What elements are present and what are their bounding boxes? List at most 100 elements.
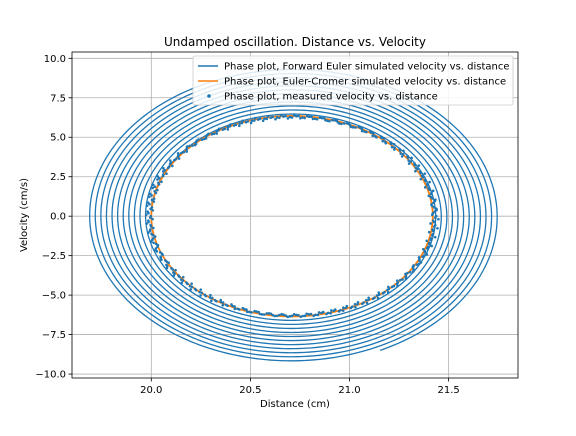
data-layer xyxy=(89,68,498,362)
measured-data-point xyxy=(200,291,204,295)
measured-data-point xyxy=(423,251,427,254)
measured-data-point xyxy=(167,261,170,265)
measured-data-point xyxy=(386,288,389,292)
measured-data-point xyxy=(367,296,370,300)
measured-data-point xyxy=(432,201,435,205)
measured-data-point xyxy=(324,118,327,122)
measured-data-point xyxy=(290,314,294,318)
measured-data-point xyxy=(288,315,292,318)
measured-data-point xyxy=(431,189,435,193)
measured-data-point xyxy=(284,114,287,118)
measured-data-point xyxy=(328,119,331,123)
measured-data-point xyxy=(381,139,385,143)
measured-data-point xyxy=(165,172,168,176)
measured-data-point xyxy=(437,217,440,221)
x-tick-label: 21.0 xyxy=(338,385,360,396)
measured-data-point xyxy=(185,281,188,284)
measured-data-point xyxy=(361,302,364,306)
y-tick-label: −10.0 xyxy=(35,370,66,381)
measured-data-point xyxy=(398,149,402,152)
measured-data-point xyxy=(351,126,355,129)
measured-data-point xyxy=(423,186,427,189)
y-tick-label: 2.5 xyxy=(50,172,66,183)
measured-data-point xyxy=(392,143,396,146)
measured-data-point xyxy=(435,208,438,212)
measured-data-point xyxy=(229,123,232,126)
measured-data-point xyxy=(282,115,285,118)
measured-data-point xyxy=(419,171,423,175)
measured-data-point xyxy=(266,114,270,118)
measured-data-point xyxy=(262,313,266,316)
measured-data-point xyxy=(307,313,311,316)
measured-data-point xyxy=(179,278,183,281)
measured-data-point xyxy=(402,149,405,153)
measured-data-point xyxy=(428,188,431,192)
measured-data-point xyxy=(303,314,307,318)
measured-data-point xyxy=(344,306,348,310)
measured-data-point xyxy=(360,129,364,133)
measured-data-point xyxy=(421,255,424,258)
measured-data-point xyxy=(152,197,156,200)
measured-data-point xyxy=(411,270,415,273)
measured-data-point xyxy=(356,302,359,306)
measured-data-point xyxy=(200,138,204,141)
measured-data-point xyxy=(156,188,159,192)
measured-data-point xyxy=(423,172,427,175)
measured-data-point xyxy=(401,153,405,156)
measured-data-point xyxy=(429,238,432,242)
measured-data-point xyxy=(219,298,222,302)
y-tick-label: −7.5 xyxy=(42,330,66,341)
measured-data-point xyxy=(330,309,333,312)
measured-data-point xyxy=(210,299,213,302)
measured-data-point xyxy=(395,282,399,286)
measured-data-point xyxy=(204,137,208,140)
measured-data-point xyxy=(210,296,214,300)
measured-data-point xyxy=(177,157,181,160)
measured-data-point xyxy=(398,278,402,282)
measured-data-point xyxy=(215,132,219,135)
measured-data-point xyxy=(151,183,155,187)
measured-data-point xyxy=(238,124,241,128)
measured-data-point xyxy=(258,312,262,316)
measured-data-point xyxy=(329,311,332,315)
measured-data-point xyxy=(325,312,328,316)
measured-data-point xyxy=(148,192,152,196)
measured-data-point xyxy=(148,228,152,231)
measured-data-point xyxy=(433,235,437,239)
measured-data-point xyxy=(396,284,399,288)
measured-data-point xyxy=(248,310,251,314)
x-axis-label: Distance (cm) xyxy=(260,399,330,410)
measured-data-point xyxy=(253,116,257,120)
measured-data-point xyxy=(284,314,287,317)
measured-data-point xyxy=(417,164,421,167)
measured-data-point xyxy=(349,125,353,129)
measured-data-point xyxy=(342,306,345,310)
measured-data-point xyxy=(163,168,166,172)
measured-data-point xyxy=(153,189,156,193)
measured-data-point xyxy=(312,314,316,318)
measured-data-point xyxy=(240,121,244,125)
chart-title: Undamped oscillation. Distance vs. Veloc… xyxy=(164,35,426,49)
x-tick-label: 21.5 xyxy=(437,385,459,396)
measured-data-point xyxy=(217,127,221,131)
measured-data-point xyxy=(197,138,200,141)
measured-data-point xyxy=(260,313,264,316)
measured-data-point xyxy=(146,201,150,204)
measured-data-point xyxy=(168,159,172,162)
measured-data-point xyxy=(246,120,250,123)
measured-data-point xyxy=(250,311,253,314)
measured-data-point xyxy=(147,219,150,222)
measured-data-point xyxy=(265,312,269,315)
measured-data-point xyxy=(422,247,425,251)
measured-data-point xyxy=(209,293,212,297)
measured-data-point xyxy=(147,231,150,235)
plot-area-frame xyxy=(71,51,519,379)
measured-data-point xyxy=(172,274,176,277)
measured-data-point xyxy=(150,206,154,209)
measured-data-point xyxy=(406,156,410,159)
measured-data-point xyxy=(185,145,189,148)
measured-data-point xyxy=(433,216,437,219)
measured-data-point xyxy=(428,180,431,184)
measured-data-point xyxy=(150,194,153,197)
